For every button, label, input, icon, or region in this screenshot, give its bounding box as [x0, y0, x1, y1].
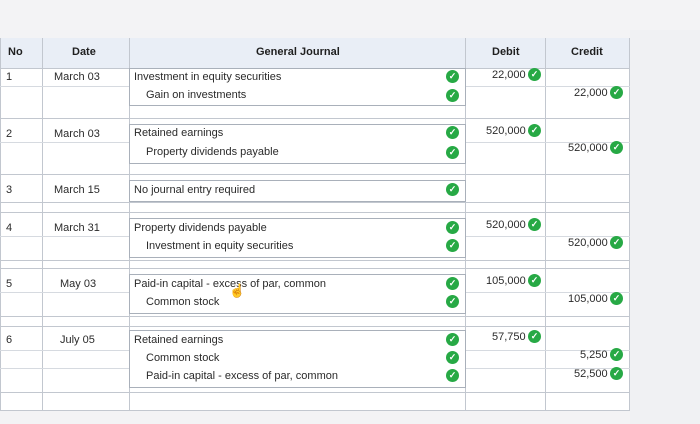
- header-no: No: [8, 46, 23, 58]
- check-circle-icon: ✓: [610, 367, 623, 380]
- check-circle-icon: ✓: [528, 124, 541, 137]
- check-circle-icon: ✓: [528, 330, 541, 343]
- account-credit-line[interactable]: Common stock: [146, 352, 220, 364]
- check-circle-icon: ✓: [610, 292, 623, 305]
- right-margin: [630, 30, 700, 424]
- credit-amount[interactable]: 520,000: [568, 237, 608, 249]
- row-number: 4: [6, 222, 13, 234]
- account-credit-line[interactable]: Gain on investments: [146, 89, 247, 101]
- header-credit: Credit: [571, 46, 603, 58]
- credit-amount[interactable]: 52,500: [574, 368, 608, 380]
- debit-amount[interactable]: 105,000: [486, 275, 526, 287]
- account-debit-line[interactable]: Retained earnings: [134, 127, 224, 139]
- row-date: May 03: [60, 278, 97, 290]
- check-circle-icon: ✓: [446, 295, 459, 308]
- credit-amount[interactable]: 22,000: [574, 87, 608, 99]
- table-header: [0, 38, 630, 69]
- journal-entry-box[interactable]: [129, 180, 466, 202]
- check-circle-icon: ✓: [528, 218, 541, 231]
- check-circle-icon: ✓: [610, 348, 623, 361]
- check-circle-icon: ✓: [446, 146, 459, 159]
- check-circle-icon: ✓: [446, 89, 459, 102]
- check-circle-icon: ✓: [446, 126, 459, 139]
- row-date: March 03: [54, 71, 100, 83]
- account-debit-line[interactable]: Investment in equity securities: [134, 71, 282, 83]
- row-number: 2: [6, 128, 13, 140]
- header-debit: Debit: [492, 46, 520, 58]
- account-credit-line[interactable]: Investment in equity securities: [146, 240, 294, 252]
- journal-entry-box[interactable]: [129, 68, 466, 106]
- account-credit-line[interactable]: Paid-in capital - excess of par, common: [146, 370, 338, 382]
- hand-pointer-icon: ☝: [229, 283, 246, 298]
- debit-amount[interactable]: 520,000: [486, 219, 526, 231]
- row-number: 5: [6, 278, 13, 290]
- row-number: 6: [6, 334, 13, 346]
- check-circle-icon: ✓: [446, 221, 459, 234]
- check-circle-icon: ✓: [528, 68, 541, 81]
- credit-amount[interactable]: 5,250: [580, 349, 608, 361]
- journal-entry-box[interactable]: [129, 330, 466, 388]
- row-date: March 31: [54, 222, 100, 234]
- account-debit-line[interactable]: Paid-in capital - excess of par, common: [134, 278, 326, 290]
- check-circle-icon: ✓: [610, 141, 623, 154]
- check-circle-icon: ✓: [446, 369, 459, 382]
- check-circle-icon: ✓: [446, 239, 459, 252]
- check-circle-icon: ✓: [446, 70, 459, 83]
- check-circle-icon: ✓: [610, 86, 623, 99]
- account-credit-line[interactable]: Common stock: [146, 296, 220, 308]
- debit-amount[interactable]: 57,750: [492, 331, 526, 343]
- row-date: July 05: [60, 334, 95, 346]
- account-debit-line[interactable]: No journal entry required: [134, 184, 256, 196]
- journal-entry-box[interactable]: [129, 218, 466, 258]
- check-circle-icon: ✓: [446, 333, 459, 346]
- account-credit-line[interactable]: Property dividends payable: [146, 146, 279, 158]
- credit-amount[interactable]: 105,000: [568, 293, 608, 305]
- account-debit-line[interactable]: Property dividends payable: [134, 222, 267, 234]
- row-number: 1: [6, 71, 13, 83]
- check-circle-icon: ✓: [446, 351, 459, 364]
- header-general-journal: General Journal: [256, 46, 340, 58]
- row-date: March 15: [54, 184, 100, 196]
- debit-amount[interactable]: 22,000: [492, 69, 526, 81]
- account-debit-line[interactable]: Retained earnings: [134, 334, 224, 346]
- journal-entry-box[interactable]: [129, 274, 466, 314]
- check-circle-icon: ✓: [446, 183, 459, 196]
- row-number: 3: [6, 184, 13, 196]
- debit-amount[interactable]: 520,000: [486, 125, 526, 137]
- credit-amount[interactable]: 520,000: [568, 142, 608, 154]
- check-circle-icon: ✓: [528, 274, 541, 287]
- journal-entry-box[interactable]: [129, 124, 466, 164]
- check-circle-icon: ✓: [610, 236, 623, 249]
- check-circle-icon: ✓: [446, 277, 459, 290]
- header-date: Date: [72, 46, 96, 58]
- row-date: March 03: [54, 128, 100, 140]
